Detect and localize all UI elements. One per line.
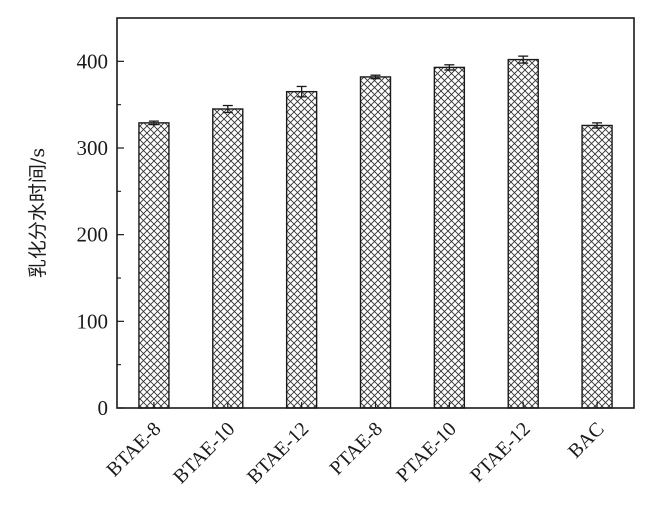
y-tick-label-0: 0 — [98, 396, 109, 420]
y-tick-label-400: 400 — [77, 49, 109, 73]
x-tick-label-ptae-12: PTAE-12 — [466, 418, 535, 487]
bar-btae-8 — [138, 122, 170, 409]
bar-ptae-12 — [507, 58, 539, 409]
x-tick-label-bac: BAC — [564, 418, 609, 463]
error-bar-btae-12 — [296, 85, 307, 98]
bars-layer — [138, 55, 613, 409]
y-tick-label-200: 200 — [77, 223, 109, 247]
y-tick-label-300: 300 — [77, 136, 109, 160]
y-tick-label-100: 100 — [77, 309, 109, 333]
error-bar-btae-10 — [222, 104, 233, 114]
x-tick-label-btae-12: BTAE-12 — [243, 418, 313, 488]
error-bar-btae-8 — [148, 120, 159, 126]
bar-ptae-10 — [433, 66, 466, 409]
error-bar-ptae-8 — [370, 74, 381, 80]
bar-btae-12 — [285, 90, 318, 409]
bar-bac — [581, 124, 613, 409]
bar-btae-10 — [212, 108, 244, 409]
x-tick-label-ptae-8: PTAE-8 — [325, 418, 387, 480]
bar-ptae-8 — [359, 76, 392, 409]
error-bar-ptae-12 — [518, 55, 529, 64]
x-tick-label-btae-8: BTAE-8 — [102, 418, 165, 481]
axes-layer — [116, 17, 635, 409]
x-tick-label-btae-10: BTAE-10 — [169, 418, 239, 488]
y-axis-title: 乳化分水时间/s — [27, 148, 49, 278]
plot-frame — [116, 17, 635, 409]
x-tick-label-ptae-10: PTAE-10 — [392, 418, 461, 487]
error-bar-bac — [592, 122, 603, 129]
error-bar-ptae-10 — [444, 64, 455, 71]
